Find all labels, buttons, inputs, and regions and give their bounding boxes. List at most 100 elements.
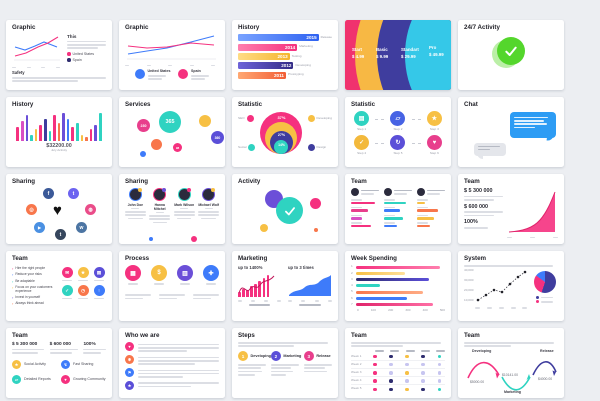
slide-sharing-team[interactable]: Sharing John Doe Hanna Mitchel Mark W [119,174,225,244]
step-label: Step 6 [429,150,439,155]
slide-marketing[interactable]: Marketing up to 1400% u [232,251,338,321]
text-line [138,363,195,365]
text-line [125,294,152,297]
twitter-icon[interactable]: t [68,188,79,200]
text-line [351,342,442,344]
slide-team-matrix[interactable]: Team Week 1 Week 2 Week 3 Week 4 Week 5 [345,328,451,398]
text-line [12,352,38,354]
feature-label: Growing Community [73,377,106,382]
bar [30,135,33,142]
vk-icon[interactable]: w [76,222,87,234]
step-label: Step 2 [393,126,403,131]
slide-pricing[interactable]: Start $ 4.99 Basic $ 9.99 Standart $ 29.… [345,20,451,90]
matrix-dot [405,371,409,375]
step-number: 2 [270,351,281,362]
slide-title: Chat [464,101,478,108]
dribbble-icon[interactable]: ◍ [85,204,96,216]
slide-process[interactable]: Process ▦ $ ▥ ✚ [119,251,225,321]
flow-value: $10141.00 [502,373,519,378]
stat-value: $ 600 000 [464,203,488,210]
slide-team-features[interactable]: Team $ 5 300 000 $ 600 000 100% ★ Social … [6,328,112,398]
y-label: 7 [351,301,353,306]
h-bar [355,284,381,288]
text-line [477,145,500,148]
legend-dot [307,144,315,152]
slide-graphic-split[interactable]: Graphic This [6,20,112,90]
matrix-dot [373,387,377,392]
h-bar [355,297,408,301]
slide-team-bars[interactable]: Team [345,174,451,244]
x-tick [264,300,268,302]
slide-statistic-steps[interactable]: Statistic ▤ Step 1 ▱ Step 2 ★ Step 3 ✓ S… [345,97,451,167]
y-label: 4 [351,283,353,288]
row-label: Week 3 [351,370,362,375]
metric-bar [383,209,401,213]
text-line [138,376,183,378]
x-tick-label: 500 [439,308,445,313]
slide-activity-check[interactable]: 24/7 Activity [458,20,564,90]
grid-icon: ▤ [354,111,370,127]
price-band-pro [405,20,451,90]
matrix-dot [389,379,393,383]
avatar-badge [186,188,191,193]
slide-history-bars[interactable]: History $32200.00 July Activity [6,97,112,167]
bar [99,113,102,142]
slide-team-stats-chart[interactable]: Team $ 5 300 000 $ 600 000 100% [458,174,564,244]
text-line [138,350,187,353]
icon-label-line [94,297,104,300]
slide-statistic-rings[interactable]: Statistic SEO Social 37% 27% 14% [232,97,338,167]
bar-chart [238,273,281,298]
slide-title: Process [125,255,150,262]
flow-diagram: Developing Marketing Release $5000.00 $1… [464,348,558,394]
plan-name: Pro [429,45,437,50]
instagram-icon[interactable]: ◎ [26,204,37,216]
star-icon: ★ [426,111,442,127]
facebook-icon[interactable]: f [43,188,54,200]
slide-steps[interactable]: Steps 1 Developing 2 Marketing [232,328,338,398]
text-line [12,348,44,351]
slide-system[interactable]: System 40,000 30,000 20,000 10,000 [458,251,564,321]
slide-sharing-social[interactable]: Sharing ♥ f t ◎ ◍ ▶ w t [6,174,112,244]
text-line [464,342,555,344]
text-line [514,116,549,119]
step-label-line [154,283,164,285]
slide-week-spending[interactable]: Week Spending 1 2 3 4 5 6 7 0 100 200 30… [345,251,451,321]
step-label-line [180,283,190,285]
slide-graphic-wide[interactable]: Graphic United States [119,20,225,90]
member-name-line [393,189,413,192]
slide-history-timeline[interactable]: History 2015 Release 2014 Marketing 2013… [232,20,338,90]
text-line [155,211,164,214]
slide-team-flow[interactable]: Team Developing Marketing Release $5000.… [458,328,564,398]
slide-who-we-are[interactable]: Who we are ♥ ✱ ⚑ ★ [119,328,225,398]
text-line [238,342,329,344]
slide-team-bullets[interactable]: Team › Hire the right people › Reduce your… [6,251,112,321]
text-line [173,214,195,216]
text-line [67,47,99,50]
icon-label-line [94,279,104,282]
tumblr-icon[interactable]: t [55,229,66,241]
x-tick-label: 200 [388,308,394,313]
matrix-dot [373,379,377,383]
text-line [147,75,166,77]
matrix-dot [437,371,441,375]
bullet-text: Focus on your customers experience [15,285,53,293]
text-line [514,119,545,122]
bubble [140,151,146,158]
legend-label: Spain [190,69,201,74]
matrix-dot [421,387,425,392]
step-label: Step 5 [393,150,403,155]
slide-chat[interactable]: Chat [458,97,564,167]
text-line [270,367,291,369]
x-tick [125,64,129,67]
bar [85,137,88,142]
legend-label: Developing [316,115,332,120]
dotted-line-chart [475,269,528,310]
step-label: Marketing [283,354,302,359]
slide-services[interactable]: Services 230 365 98 360 [119,97,225,167]
slide-activity-bubbles[interactable]: Activity [232,174,338,244]
text-line [303,370,327,373]
slide-title: Marketing [238,255,268,262]
amount-caption: July Activity [51,148,67,153]
youtube-icon[interactable]: ▶ [34,222,45,234]
